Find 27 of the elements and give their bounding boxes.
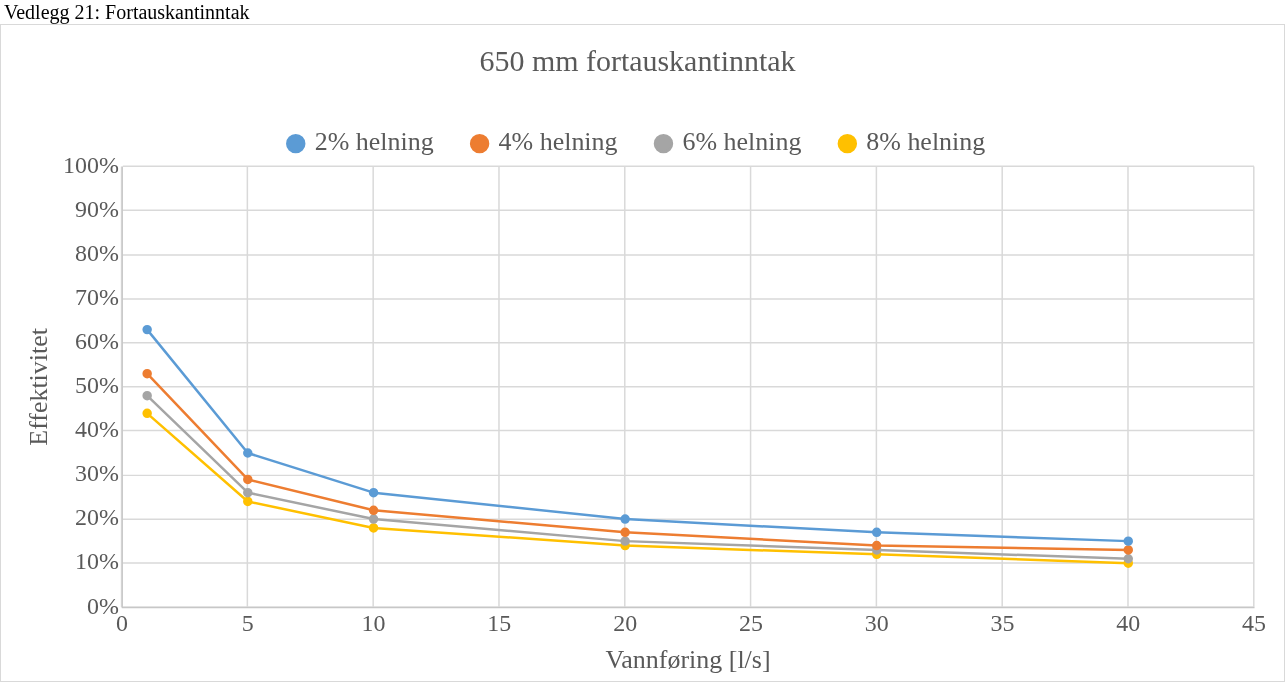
legend-label: 2% helning <box>314 127 434 157</box>
y-tick-label: 60% <box>75 328 120 355</box>
y-tick-label: 40% <box>75 416 120 443</box>
x-tick-label: 45 <box>1242 609 1267 636</box>
x-tick-label: 25 <box>738 609 763 636</box>
x-tick-label: 15 <box>487 609 512 636</box>
y-tick-label: 20% <box>75 504 120 531</box>
y-tick-label: 80% <box>75 239 120 266</box>
legend-label: 6% helning <box>682 127 802 157</box>
x-tick-label: 20 <box>613 609 638 636</box>
y-axis-title: Effektivitet <box>24 327 54 446</box>
x-tick-label: 35 <box>990 609 1015 636</box>
y-tick-label: 10% <box>75 548 120 575</box>
x-tick-label: 10 <box>361 609 386 636</box>
x-tick-label: 5 <box>241 609 254 636</box>
x-tick-label: 30 <box>864 609 889 636</box>
x-axis-title: Vannføring [l/s] <box>605 645 771 675</box>
y-tick-label: 90% <box>75 195 120 222</box>
legend-label: 8% helning <box>866 127 986 157</box>
x-tick-label: 40 <box>1116 609 1141 636</box>
text: Vedlegg 21: Fortauskantinntak <box>3 0 251 24</box>
y-tick-label: 70% <box>75 284 120 311</box>
y-tick-label: 50% <box>75 372 120 399</box>
y-tick-label: 100% <box>63 151 120 178</box>
legend-label: 4% helning <box>498 127 618 157</box>
chart-title: 650 mm fortauskantinntak <box>479 43 796 77</box>
y-tick-label: 30% <box>75 460 120 487</box>
